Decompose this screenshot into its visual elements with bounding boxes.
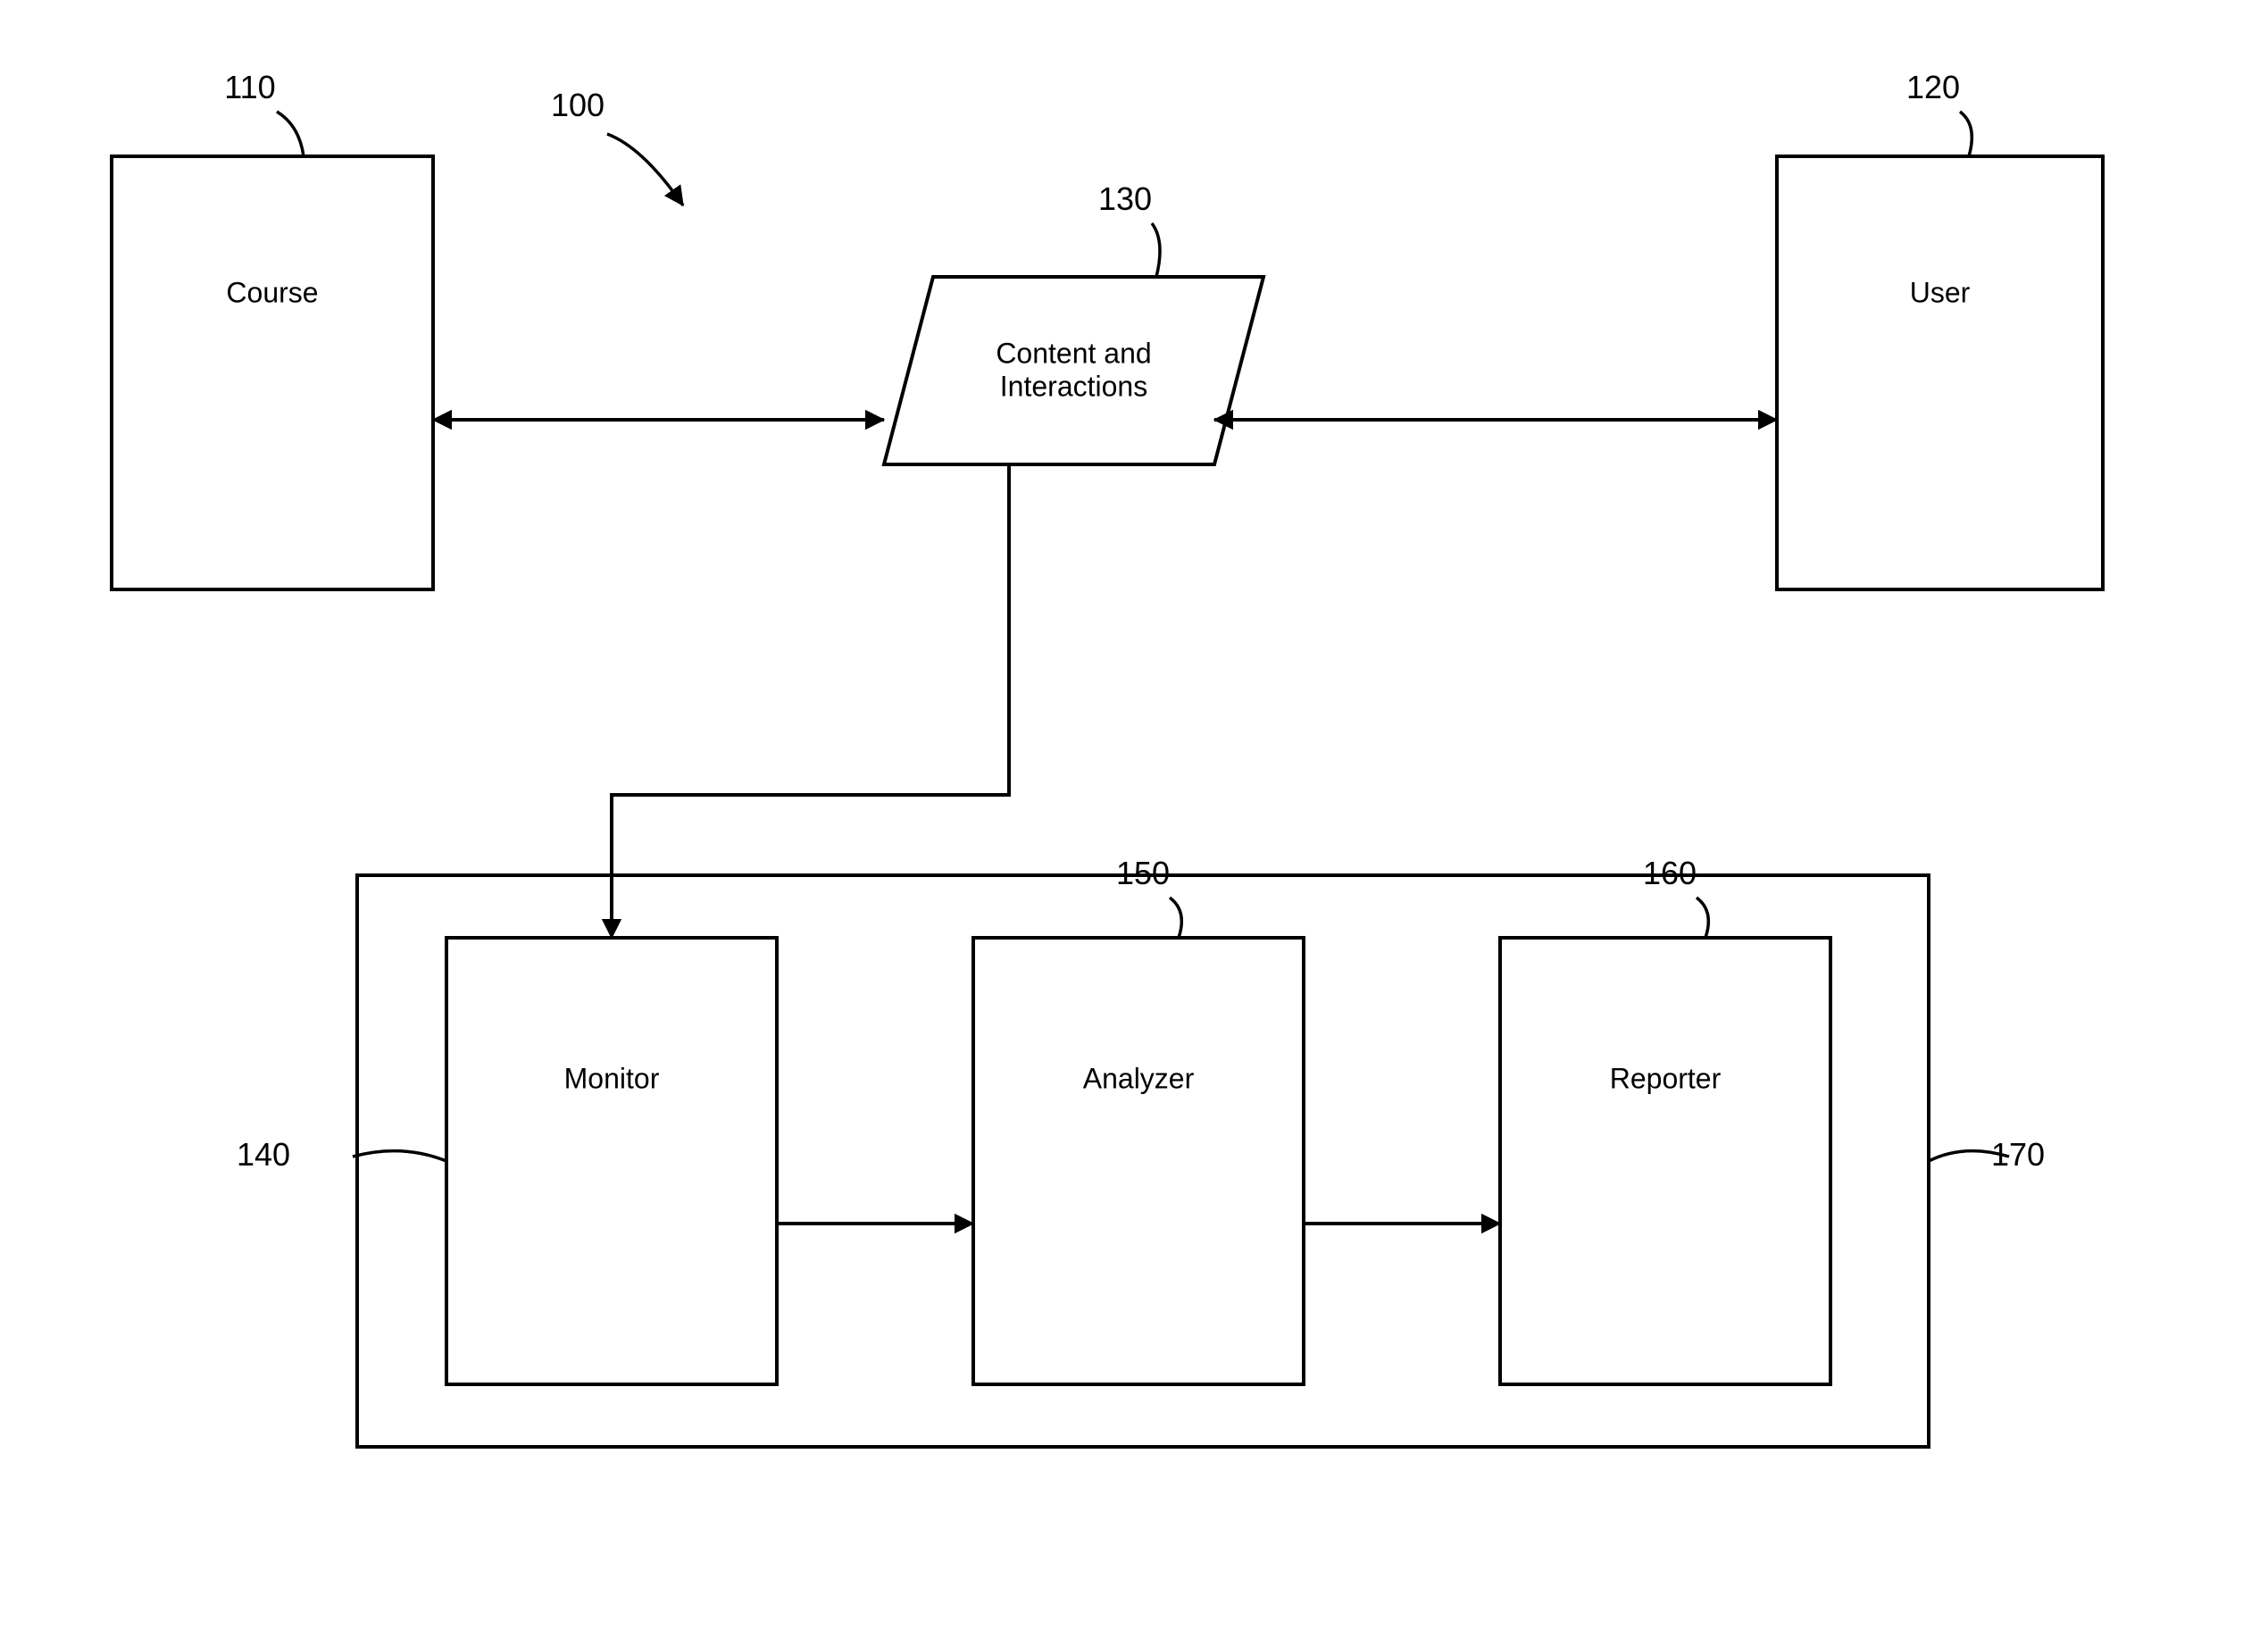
ref-170: 170 [1991,1136,2045,1173]
course-label: Course [226,277,318,309]
analyzer-label: Analyzer [1083,1062,1195,1094]
system-diagram: Course User Content andInteractions Monitor… [0,0,2268,1646]
ref-120: 120 [1906,69,1960,105]
ref-110-leader [277,112,304,156]
course-box [112,156,433,589]
ref-130: 130 [1098,180,1152,217]
container-box [357,875,1929,1447]
ref-150: 150 [1116,855,1170,891]
ref-100-leader [607,134,683,205]
edge-content-monitor [612,464,1009,938]
ref-160-leader [1697,898,1708,938]
ref-160: 160 [1643,855,1697,891]
ref-100: 100 [551,87,605,123]
content-label-1: Content and [996,338,1151,370]
ref-120-leader [1960,112,1972,156]
monitor-label: Monitor [564,1062,660,1094]
monitor-box [446,938,777,1384]
reporter-box [1500,938,1830,1384]
ref-140-leader [353,1151,446,1161]
content-label-2: Interactions [1000,370,1147,402]
user-box [1777,156,2103,589]
user-label: User [1910,277,1971,309]
ref-140: 140 [237,1136,290,1173]
reporter-label: Reporter [1610,1062,1722,1094]
ref-150-leader [1170,898,1181,938]
analyzer-box [973,938,1304,1384]
ref-130-leader [1152,223,1160,277]
ref-110: 110 [224,69,275,105]
